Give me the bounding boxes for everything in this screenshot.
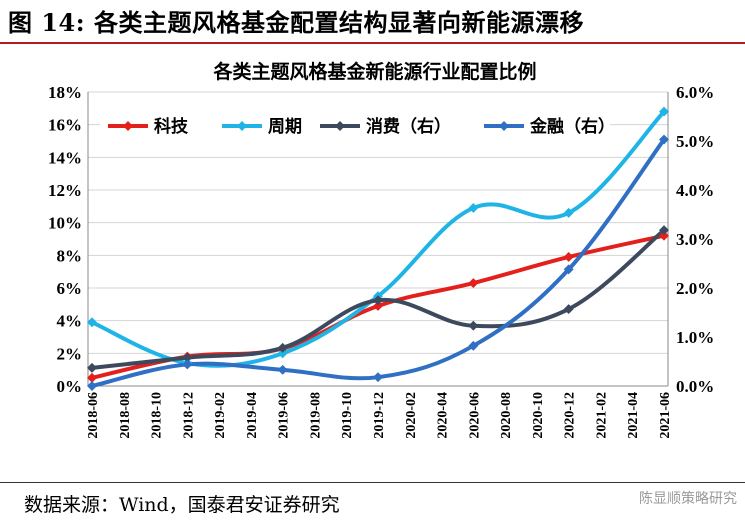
data-point: [182, 352, 193, 363]
data-point: [563, 207, 574, 218]
right-axis-tick-label: 6.0%: [676, 83, 714, 102]
data-point: [277, 348, 288, 359]
left-axis-tick-label: 0%: [57, 377, 83, 396]
x-axis-tick-label: 2020-08: [499, 392, 514, 439]
x-axis-ticks: 2018-06 2018-08 2018-10 2018-12 2019-02 2019-…: [86, 392, 673, 439]
x-axis-tick-label: 2019-02: [213, 392, 228, 439]
series-lines: [91, 110, 666, 388]
data-point: [277, 342, 288, 353]
left-axis-tick-label: 18%: [48, 83, 82, 102]
chart-title: 各类主题风格基金新能源行业配置比例: [212, 60, 536, 83]
data-point: [659, 134, 669, 145]
data-point: [563, 252, 574, 262]
title-rule: [0, 42, 745, 44]
left-axis-tick-label: 2%: [57, 344, 83, 363]
left-axis-tick-label: 4%: [57, 312, 83, 331]
legend-label: 金融（右）: [529, 116, 615, 137]
legend-label: 科技: [154, 116, 189, 137]
source-note: 数据来源：Wind，国泰君安证券研究: [24, 494, 340, 516]
data-point: [468, 203, 479, 213]
x-axis-tick-label: 2021-04: [626, 392, 641, 439]
line-chart: 各类主题风格基金新能源行业配置比例 0% 2% 4% 6% 8% 10% 12% 14% 16%…: [48, 60, 714, 439]
left-axis-tick-label: 6%: [57, 279, 83, 298]
legend-label: 周期: [268, 117, 302, 137]
left-axis-tick-label: 12%: [48, 181, 82, 200]
x-axis-tick-label: 2019-08: [308, 392, 323, 439]
x-axis-tick-label: 2019-12: [372, 392, 387, 439]
data-point: [182, 359, 193, 370]
series-line-2: [91, 110, 666, 368]
data-point: [373, 372, 383, 383]
data-point: [468, 340, 479, 351]
left-axis-tick-label: 8%: [57, 246, 83, 265]
x-axis-tick-label: 2020-06: [467, 392, 482, 439]
data-point: [87, 381, 97, 391]
x-axis-tick-label: 2018-12: [181, 392, 196, 439]
x-axis-tick-label: 2020-12: [563, 392, 578, 439]
footer-rule: [0, 482, 745, 483]
data-point: [659, 230, 669, 241]
x-axis-tick-label: 2020-02: [404, 392, 419, 439]
x-axis-tick-label: 2020-10: [531, 392, 546, 439]
left-axis-tick-label: 14%: [48, 148, 82, 167]
legend-marker: [237, 121, 247, 131]
data-point: [563, 304, 574, 315]
watermark: 陈显顺策略研究: [639, 491, 737, 507]
x-axis-tick-label: 2018-10: [150, 392, 165, 439]
data-point: [277, 364, 288, 375]
left-axis-tick-label: 16%: [48, 116, 82, 135]
data-point: [87, 362, 97, 373]
data-point: [659, 225, 669, 236]
x-axis-tick-label: 2018-06: [86, 392, 101, 439]
figure-title: 图 14: 各类主题风格基金配置结构显著向新能源漂移: [8, 8, 584, 37]
data-point: [468, 278, 479, 289]
right-axis-tick-label: 0.0%: [676, 377, 714, 396]
left-axis-tick-label: 10%: [48, 214, 82, 233]
x-axis-tick-label: 2018-08: [118, 392, 133, 439]
legend: 科技 周期 消费（右） 金融（右）: [108, 116, 615, 137]
x-axis-tick-label: 2020-04: [436, 392, 451, 439]
x-axis-tick-label: 2019-04: [245, 392, 260, 439]
x-axis-tick-label: 2019-10: [340, 392, 355, 439]
data-point: [468, 320, 479, 331]
right-axis-tick-label: 1.0%: [676, 328, 714, 347]
data-point: [563, 264, 574, 275]
left-axis-ticks: 0% 2% 4% 6% 8% 10% 12% 14% 16% 18%: [48, 83, 82, 396]
data-point: [373, 301, 383, 311]
right-axis-ticks: 0.0% 1.0% 2.0% 3.0% 4.0% 5.0% 6.0%: [676, 83, 714, 396]
right-axis-tick-label: 2.0%: [676, 279, 714, 298]
legend-label: 消费（右）: [366, 116, 451, 137]
data-point: [659, 106, 669, 117]
right-axis-tick-label: 4.0%: [676, 181, 714, 200]
right-axis-tick-label: 3.0%: [676, 230, 714, 249]
x-axis-tick-label: 2021-06: [658, 392, 673, 439]
x-axis-tick-label: 2019-06: [277, 392, 292, 439]
legend-marker: [123, 121, 133, 131]
series-points: [87, 106, 669, 391]
right-axis-tick-label: 5.0%: [676, 132, 714, 151]
grid-lines: [87, 91, 669, 387]
x-axis-tick-label: 2021-02: [594, 392, 609, 439]
data-point: [373, 295, 383, 306]
series-line-4: [91, 138, 666, 388]
